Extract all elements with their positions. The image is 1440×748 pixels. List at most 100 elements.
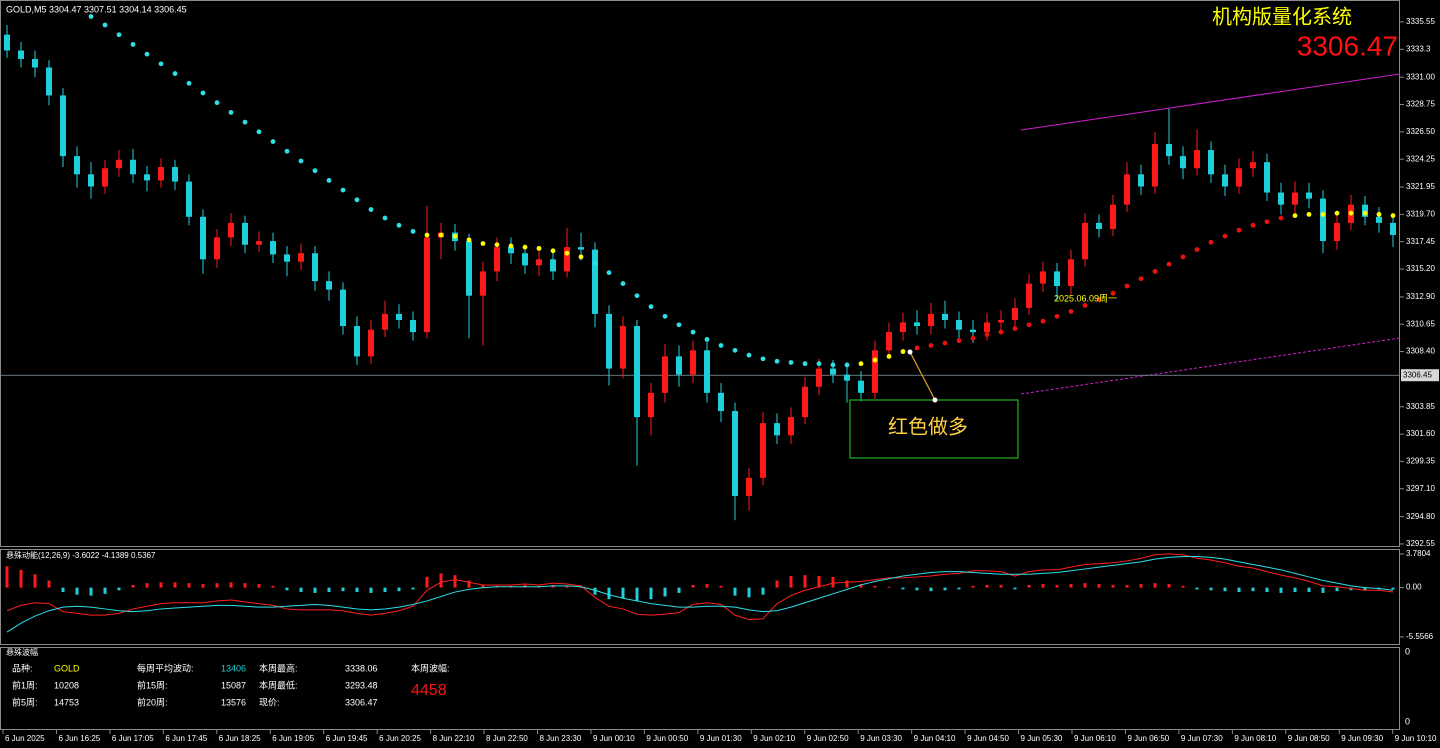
ma-dot xyxy=(494,242,500,248)
histogram-bar xyxy=(691,584,695,588)
candle-body xyxy=(1376,216,1382,223)
candle-body xyxy=(1194,150,1200,169)
candle-body xyxy=(634,326,640,418)
candle-body xyxy=(872,350,878,393)
y-tick-label: 3294.80 xyxy=(1406,512,1435,521)
histogram-bar xyxy=(1321,587,1325,593)
channel-lower xyxy=(1020,337,1401,395)
histogram-bar xyxy=(1363,587,1367,591)
histogram-bar xyxy=(271,585,275,588)
ma-dot xyxy=(1124,283,1130,289)
candle-body xyxy=(1040,271,1046,284)
candle-body xyxy=(746,477,752,497)
arrow-anchor xyxy=(907,349,913,355)
candle-body xyxy=(144,174,150,181)
ma-dot xyxy=(256,129,262,135)
ma-dot xyxy=(466,237,472,243)
ma-dot xyxy=(1054,313,1060,319)
histogram-bar xyxy=(47,580,51,588)
candle-body xyxy=(284,254,290,262)
x-tick-label: 8 Jun 22:10 xyxy=(433,734,475,743)
candle-body xyxy=(732,411,738,497)
histogram-bar xyxy=(663,587,667,597)
ma-dot xyxy=(746,352,752,358)
x-tick-label: 6 Jun 19:45 xyxy=(326,734,368,743)
info-value: 13406 xyxy=(221,663,246,673)
info-scale: 0 xyxy=(1405,716,1410,726)
ma-dot xyxy=(592,260,598,266)
ma-dot xyxy=(886,354,892,359)
ma-dot xyxy=(508,243,514,249)
histogram-bar xyxy=(1153,583,1157,588)
candle-body xyxy=(914,322,920,327)
candle-body xyxy=(564,247,570,272)
ma-dot xyxy=(1236,227,1242,233)
osc-tick-label: -5.5566 xyxy=(1406,632,1434,641)
ma-dot xyxy=(970,335,976,341)
histogram-bar xyxy=(1195,587,1199,590)
histogram-bar xyxy=(649,587,653,600)
candle-body xyxy=(956,319,962,330)
histogram-bar xyxy=(439,573,443,588)
ma-dot xyxy=(200,90,206,96)
ma-dot xyxy=(1292,213,1298,218)
ma-dot xyxy=(844,362,850,368)
y-tick-label: 3315.20 xyxy=(1406,264,1435,273)
histogram-bar xyxy=(775,580,779,588)
candle-body xyxy=(858,380,864,393)
y-tick-label: 3333.3 xyxy=(1406,44,1431,53)
ma-dot xyxy=(144,51,150,57)
y-tick-label: 3324.25 xyxy=(1406,154,1435,163)
histogram-bar xyxy=(243,583,247,588)
x-tick-label: 9 Jun 05:30 xyxy=(1021,734,1063,743)
ma-dot xyxy=(1250,222,1256,228)
candle-body xyxy=(578,247,584,250)
candle-body xyxy=(1278,192,1284,205)
ma-dot xyxy=(1096,296,1102,302)
candle-body xyxy=(550,259,556,272)
candle-body xyxy=(340,289,346,327)
histogram-bar xyxy=(733,587,737,596)
candle-body xyxy=(228,222,234,238)
y-tick-label: 3331.00 xyxy=(1406,72,1435,81)
histogram-bar xyxy=(229,582,233,588)
x-tick-label: 9 Jun 06:50 xyxy=(1127,734,1169,743)
histogram-bar xyxy=(1223,587,1227,592)
histogram-bar xyxy=(1069,584,1073,588)
ma-dot xyxy=(788,360,794,365)
candle-body xyxy=(326,281,332,290)
histogram-bar xyxy=(971,585,975,588)
histogram-bar xyxy=(1125,584,1129,588)
candle-body xyxy=(788,417,794,436)
info-value: GOLD xyxy=(54,663,80,673)
ma-dot xyxy=(676,322,682,328)
x-tick-label: 9 Jun 10:10 xyxy=(1395,734,1437,743)
x-tick-label: 6 Jun 16:25 xyxy=(58,734,100,743)
header-price: 3306.47 xyxy=(1297,30,1398,61)
candle-body xyxy=(690,350,696,375)
candle-body xyxy=(1180,156,1186,169)
histogram-bar xyxy=(425,576,429,588)
info-label: 品种: xyxy=(12,662,33,673)
histogram-bar xyxy=(327,587,331,593)
candle-body xyxy=(1390,222,1396,236)
osc-line xyxy=(6,555,1394,633)
y-tick-label: 3321.95 xyxy=(1406,182,1435,191)
x-tick-label: 6 Jun 17:05 xyxy=(112,734,154,743)
info-label: 本周波幅: xyxy=(411,662,450,673)
date-annotation: 2025.06.09周一 xyxy=(1054,293,1117,303)
ma-dot xyxy=(634,293,640,299)
candle-body xyxy=(1250,162,1256,169)
x-tick-label: 9 Jun 08:10 xyxy=(1234,734,1276,743)
ma-dot xyxy=(1306,211,1312,217)
signal-label: 红色做多 xyxy=(888,415,968,438)
candle-body xyxy=(4,34,10,51)
ma-dot xyxy=(522,244,528,250)
candle-body xyxy=(382,313,388,330)
histogram-bar xyxy=(257,584,261,588)
candle-body xyxy=(816,368,822,387)
x-tick-label: 9 Jun 00:50 xyxy=(646,734,688,743)
histogram-bar xyxy=(1335,587,1339,592)
